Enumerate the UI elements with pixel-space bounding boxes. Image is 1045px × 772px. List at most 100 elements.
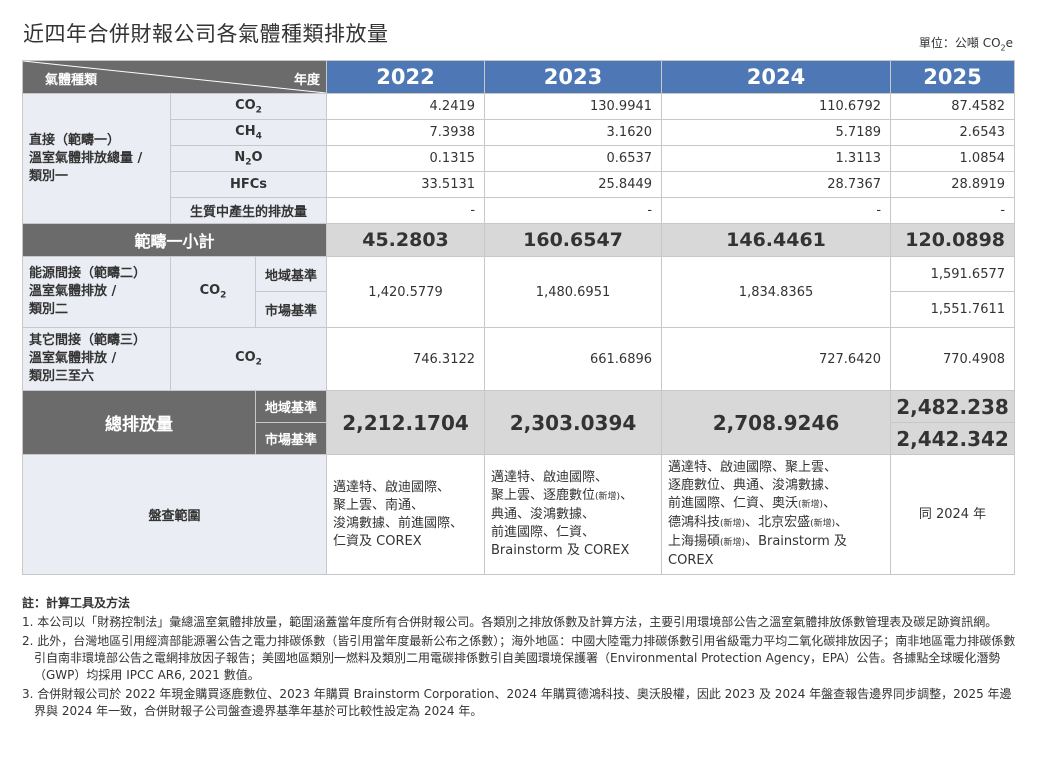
cell-value: 5.7189	[661, 119, 892, 146]
scope-range-2024: 邁達特、啟迪國際、聚上雲、 逐鹿數位、典通、浚鴻數據、 前進國際、仁資、奧沃(新增)…	[661, 454, 892, 575]
cell-value: 0.1315	[326, 145, 486, 172]
note-item: 1. 本公司以「財務控制法」彙總溫室氣體排放量，範圍涵蓋當年度所有合併財報公司。…	[22, 615, 998, 629]
year-2022-header: 2022	[326, 60, 486, 94]
gas-biogenic: 生質中產生的排放量	[169, 197, 328, 224]
header-row: 氣體種類 年度 2022 2023 2024 2025	[21, 60, 1016, 94]
new-tag: (新增)	[810, 519, 836, 529]
corner-header: 氣體種類 年度	[21, 60, 328, 94]
year-2025-header: 2025	[890, 60, 1016, 94]
new-tag: (新增)	[720, 519, 746, 529]
total-value: 2,303.0394	[484, 390, 663, 455]
page-title: 近四年合併財報公司各氣體種類排放量	[23, 22, 389, 46]
new-tag: (新增)	[798, 500, 824, 510]
total-value: 2,442.342	[890, 422, 1016, 455]
cell-value: 1.3113	[661, 145, 892, 172]
gas-type-header: 氣體種類	[45, 73, 98, 88]
company-text: 、	[835, 515, 849, 530]
cell-value: 3.1620	[484, 119, 663, 146]
scope-range-2022: 邁達特、啟迪國際、 聚上雲、南通、 浚鴻數據、前進國際、 仁資及 COREX	[326, 454, 486, 575]
company-text: 、Brainstorm 及	[745, 534, 847, 549]
cell-value: 1.0854	[890, 145, 1016, 172]
basis-location: 地域基準	[254, 256, 328, 292]
table-row: 市場基準 1,551.7611	[23, 291, 1016, 328]
company-text: 、	[620, 488, 634, 503]
company-text: 典通、浚鴻數據、	[491, 507, 596, 522]
gas-ch4: CH4	[169, 119, 328, 146]
cell-value: 2.6543	[890, 119, 1016, 146]
scope-range-line: Brainstorm 及 COREX	[491, 542, 655, 560]
cell-value: -	[484, 197, 663, 224]
total-value: 2,708.9246	[661, 390, 892, 455]
table-row: 能源間接（範疇二） 溫室氣體排放 / 類別二 CO2 地域基準 1,420.5779…	[22, 256, 1016, 328]
cell-value: 0.6537	[484, 145, 663, 172]
cell-value: 110.6792	[661, 93, 892, 120]
cell-value: 25.8449	[484, 171, 663, 198]
scope1-subtotal-label: 範疇一小計	[21, 223, 328, 257]
company-text: 逐鹿數位、典通、浚鴻數據、	[668, 478, 838, 493]
cell-value: 661.6896	[484, 327, 663, 391]
subtotal-value: 120.0898	[890, 223, 1016, 257]
cell-value: 4.2419	[326, 93, 486, 120]
company-text: Brainstorm 及 COREX	[491, 543, 630, 558]
scope-range-label: 盤查範圍	[21, 454, 328, 575]
company-text: 上海揚碩	[668, 534, 721, 549]
gas-hfcs: HFCs	[169, 171, 328, 198]
diagonal-divider-icon	[23, 61, 326, 93]
scope-range-line: 邁達特、啟迪國際、聚上雲、	[668, 459, 884, 477]
scope-range-line: 德鴻科技(新增)、北京宏盛(新增)、	[668, 514, 884, 533]
table-row: CH4 7.3938 3.1620 5.7189 2.6543	[23, 119, 1016, 146]
scope-range-line: 前進國際、仁資、	[491, 524, 655, 542]
table-row: 其它間接（範疇三） 溫室氣體排放 / 類別三至六 CO2 746.3122 661.…	[22, 327, 1016, 391]
cell-value: 87.4582	[890, 93, 1016, 120]
year-header: 年度	[294, 73, 321, 88]
note-item: 3. 合併財報公司於 2022 年現金購買逐鹿數位、2023 年購買 Brain…	[22, 687, 1012, 718]
scope3-label: 其它間接（範疇三） 溫室氣體排放 / 類別三至六	[22, 327, 171, 391]
note-item: 2. 此外，台灣地區引用經濟部能源署公告之電力排碳係數（皆引用當年度最新公布之係…	[22, 634, 1016, 682]
subtotal-value: 160.6547	[484, 223, 663, 257]
scope-range-row: 盤查範圍 邁達特、啟迪國際、 聚上雲、南通、 浚鴻數據、前進國際、 仁資及 COREX…	[21, 454, 1016, 575]
total-value: 2,482.238	[890, 390, 1016, 423]
cell-value: -	[326, 197, 486, 224]
total-label: 總排放量	[22, 390, 256, 455]
table-row: 直接（範疇一） 溫室氣體排放總量 / 類別一 CO2 4.2419 130.9941…	[22, 93, 1016, 224]
cell-value: 28.7367	[661, 171, 892, 198]
cell-value: 1,480.6951	[484, 256, 663, 328]
notes-title: 註：計算工具及方法	[22, 596, 131, 610]
unit-label: 單位：公噸 CO2e	[918, 36, 1013, 53]
scope1-label: 直接（範疇一） 溫室氣體排放總量 / 類別一	[22, 93, 171, 224]
year-2023-header: 2023	[484, 60, 663, 94]
gas-n2o: N2O	[169, 145, 328, 172]
cell-value: 770.4908	[890, 327, 1016, 391]
scope-range-line: 聚上雲、逐鹿數位(新增)、	[491, 487, 655, 506]
cell-value: -	[661, 197, 892, 224]
emissions-table: 氣體種類 年度 2022 2023 2024 2025 直接（範疇一） 溫室氣體排…	[21, 60, 1016, 575]
company-text: 、	[823, 496, 837, 511]
company-text: 前進國際、仁資、	[491, 525, 596, 540]
cell-value: 1,834.8365	[661, 256, 892, 328]
scope-range-2023: 邁達特、啟迪國際、聚上雲、逐鹿數位(新增)、 典通、浚鴻數據、 前進國際、仁資、 Br…	[484, 454, 663, 575]
scope1-subtotal-row: 範疇一小計 45.2803 160.6547 146.4461 120.0898	[21, 223, 1016, 257]
new-tag: (新增)	[595, 492, 621, 502]
subtotal-value: 146.4461	[661, 223, 892, 257]
cell-value: 1,591.6577	[890, 256, 1016, 292]
scope3-gas: CO2	[169, 327, 328, 391]
cell-value: 7.3938	[326, 119, 486, 146]
total-value: 2,212.1704	[326, 390, 486, 455]
table-row: 生質中產生的排放量 - - - -	[23, 197, 1016, 224]
gas-co2: CO2	[169, 93, 328, 120]
scope-range-line: 逐鹿數位、典通、浚鴻數據、	[668, 477, 884, 495]
table-row: HFCs 33.5131 25.8449 28.7367 28.8919	[23, 171, 1016, 198]
notes-section: 註：計算工具及方法 1. 本公司以「財務控制法」彙總溫室氣體排放量，範圍涵蓋當年…	[22, 595, 1017, 722]
total-basis-location: 地域基準	[254, 390, 328, 423]
scope-range-2025: 同 2024 年	[890, 454, 1016, 575]
scope-range-line: 上海揚碩(新增)、Brainstorm 及	[668, 533, 884, 552]
cell-value: 130.9941	[484, 93, 663, 120]
company-text: 邁達特、啟迪國際、聚上雲、	[668, 460, 838, 475]
cell-value: 727.6420	[661, 327, 892, 391]
cell-value: -	[890, 197, 1016, 224]
cell-value: 746.3122	[326, 327, 486, 391]
company-text: 邁達特、啟迪國際、	[491, 470, 609, 485]
company-text: 前進國際、仁資、奧沃	[668, 496, 799, 511]
cell-value: 28.8919	[890, 171, 1016, 198]
cell-value: 1,420.5779	[326, 256, 486, 328]
